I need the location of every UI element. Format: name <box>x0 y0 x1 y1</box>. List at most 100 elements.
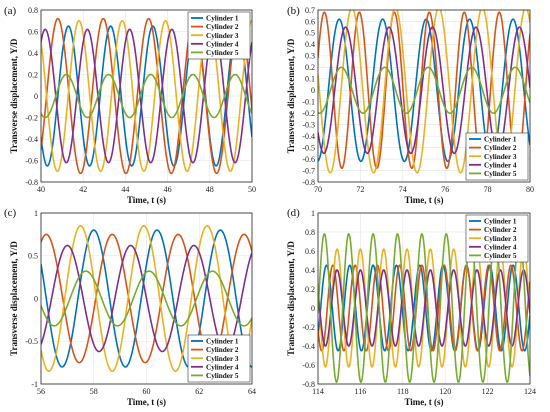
panel-label: (a) <box>4 5 17 17</box>
axes-frame <box>317 212 531 385</box>
legend-label-cylinder-5: Cylinder 5 <box>484 252 517 260</box>
legend-label-cylinder-2: Cylinder 2 <box>484 226 517 234</box>
x-tick-label: 62 <box>195 387 203 396</box>
legend-label-cylinder-1: Cylinder 1 <box>206 338 239 346</box>
y-tick-label: -0.4 <box>25 135 38 144</box>
y-tick-label: -0.2 <box>302 323 315 332</box>
y-tick-label: -0.5 <box>302 143 315 152</box>
x-tick-label: 118 <box>397 387 409 396</box>
y-axis-label: Transverse displacement, Y/D <box>9 241 19 356</box>
legend-label-cylinder-5: Cylinder 5 <box>206 372 239 380</box>
series-line-cylinder-3 <box>41 19 252 173</box>
y-tick-label: -0.2 <box>302 109 315 118</box>
legend-box <box>465 214 529 263</box>
legend-label-cylinder-4: Cylinder 4 <box>484 243 517 251</box>
y-tick-label: -0.8 <box>25 178 38 187</box>
y-tick-label: -0.3 <box>302 120 315 129</box>
legend-label-cylinder-3: Cylinder 3 <box>206 355 239 363</box>
legend-label-cylinder-2: Cylinder 2 <box>206 346 239 354</box>
series-line-cylinder-3 <box>41 225 252 372</box>
x-tick-label: 114 <box>312 387 324 396</box>
series-line-cylinder-4 <box>41 244 252 353</box>
panel-label: (d) <box>287 207 300 219</box>
legend-label-cylinder-1: Cylinder 1 <box>484 136 517 144</box>
x-axis-label: Time, t (s) <box>127 195 166 205</box>
x-tick-label: 58 <box>90 387 98 396</box>
y-tick-label: 0.8 <box>305 228 315 237</box>
series-line-cylinder-5 <box>41 73 252 119</box>
x-tick-label: 40 <box>37 185 45 194</box>
y-tick-label: 0 <box>311 304 315 313</box>
series-line-cylinder-5 <box>318 66 530 114</box>
legend-label-cylinder-3: Cylinder 3 <box>484 235 517 243</box>
panel-3: 56 58 60 62 64 -1 -0.5 0 0.5 1 Time, t (s) Transver… <box>4 207 256 407</box>
y-axis-label: Transverse displacement, Y/D <box>9 38 19 153</box>
legend-label-cylinder-4: Cylinder 4 <box>206 363 239 371</box>
y-tick-label: 0.3 <box>305 52 315 61</box>
y-tick-label: -0.4 <box>302 132 315 141</box>
series-line-cylinder-4 <box>318 269 530 347</box>
x-tick-label: 50 <box>248 185 256 194</box>
y-tick-label: 0 <box>34 92 38 101</box>
legend-label-cylinder-4: Cylinder 4 <box>484 161 517 169</box>
y-tick-label: -0.8 <box>302 178 315 187</box>
y-tick-label: 0.6 <box>28 27 38 36</box>
x-tick-label: 78 <box>484 185 492 194</box>
y-tick-label: -0.4 <box>302 342 315 351</box>
legend-label-cylinder-1: Cylinder 1 <box>206 15 239 23</box>
y-tick-label: 0.4 <box>305 40 315 49</box>
series-line-cylinder-5 <box>41 270 252 327</box>
legend-label-cylinder-1: Cylinder 1 <box>484 218 517 226</box>
series-line-cylinder-2 <box>41 17 252 175</box>
y-tick-label: 0.5 <box>28 252 38 261</box>
y-tick-label: -0.6 <box>302 361 315 370</box>
x-axis-label: Time, t (s) <box>404 195 443 205</box>
y-tick-label: -0.7 <box>302 166 315 175</box>
y-tick-label: 0.4 <box>28 49 38 58</box>
y-tick-label: 0.6 <box>305 247 315 256</box>
y-tick-label: 1 <box>311 209 315 218</box>
y-tick-label: 0.7 <box>305 6 315 15</box>
x-tick-label: 42 <box>79 185 87 194</box>
x-tick-label: 60 <box>143 387 151 396</box>
x-axis-label: Time, t (s) <box>404 397 443 407</box>
legend-label-cylinder-5: Cylinder 5 <box>484 170 517 178</box>
y-tick-label: -0.8 <box>302 380 315 389</box>
axes-frame <box>40 212 253 385</box>
y-tick-label: 0 <box>311 86 315 95</box>
y-tick-label: -1 <box>31 380 38 389</box>
panel-label: (c) <box>4 207 17 219</box>
x-tick-label: 48 <box>206 185 214 194</box>
x-tick-label: 46 <box>164 185 172 194</box>
series-line-cylinder-1 <box>41 229 252 368</box>
panel-1: 40 42 44 46 48 50 -0.8 -0.6 -0.4 -0.2 0 0.2 0.4 0.6 0.… <box>4 5 256 205</box>
legend-label-cylinder-2: Cylinder 2 <box>206 23 239 31</box>
x-tick-label: 76 <box>441 185 449 194</box>
x-tick-label: 44 <box>121 185 129 194</box>
panel-4: 114 116 118 120 122 124 -0.8 -0.6 -0.4 -0.2 0 0.2 0.… <box>286 207 536 407</box>
x-tick-label: 80 <box>526 185 534 194</box>
y-axis-label: Transverse displacement, Y/D <box>286 38 296 153</box>
x-tick-label: 116 <box>355 387 367 396</box>
y-tick-label: -0.6 <box>25 156 38 165</box>
y-tick-label: -0.1 <box>302 98 315 107</box>
panel-label: (b) <box>287 5 300 17</box>
y-tick-label: 0.8 <box>28 6 38 15</box>
series-line-cylinder-3 <box>318 10 530 174</box>
y-tick-label: 0.5 <box>305 29 315 38</box>
y-tick-label: 0.2 <box>28 70 38 79</box>
panel-2: 70 72 74 76 78 80 -0.8 -0.7 -0.6 -0.5 -0.4 -0.3 -0.2… <box>286 5 534 205</box>
x-tick-label: 56 <box>37 387 45 396</box>
x-tick-label: 64 <box>248 387 256 396</box>
y-axis-label: Transverse displacement, Y/D <box>286 241 296 356</box>
legend-label-cylinder-5: Cylinder 5 <box>206 49 239 57</box>
x-tick-label: 74 <box>399 185 407 194</box>
legend-label-cylinder-3: Cylinder 3 <box>206 32 239 40</box>
y-tick-label: -0.5 <box>25 337 38 346</box>
x-axis-label: Time, t (s) <box>127 397 166 407</box>
